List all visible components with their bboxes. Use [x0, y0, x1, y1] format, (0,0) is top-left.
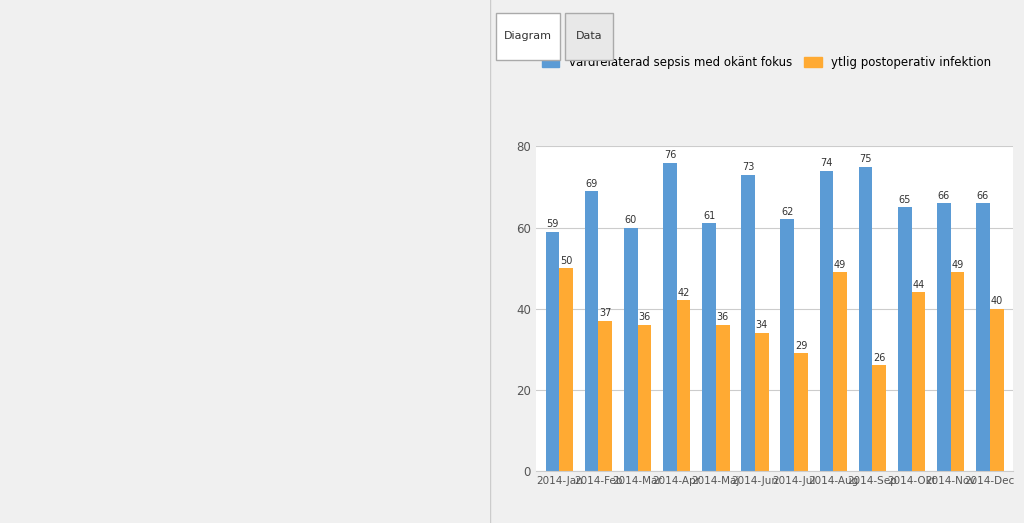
Text: 42: 42: [678, 288, 690, 298]
Text: Data: Data: [575, 31, 602, 41]
Text: 60: 60: [625, 215, 637, 225]
Bar: [598, 321, 612, 471]
Bar: [741, 175, 755, 471]
Text: 37: 37: [599, 308, 611, 319]
Text: 49: 49: [834, 259, 846, 270]
Bar: [677, 300, 690, 471]
Bar: [585, 191, 598, 471]
Text: 75: 75: [859, 154, 871, 164]
Bar: [834, 272, 847, 471]
FancyBboxPatch shape: [496, 13, 560, 60]
Text: 62: 62: [781, 207, 794, 217]
Bar: [872, 365, 886, 471]
Text: 49: 49: [951, 259, 964, 270]
Text: 44: 44: [912, 280, 925, 290]
Text: 66: 66: [938, 191, 950, 201]
Text: 73: 73: [742, 162, 755, 173]
Bar: [976, 203, 990, 471]
Text: 26: 26: [873, 353, 886, 363]
Text: 66: 66: [977, 191, 989, 201]
Bar: [559, 268, 573, 471]
Bar: [780, 220, 795, 471]
Bar: [819, 170, 834, 471]
Bar: [664, 163, 677, 471]
Text: 40: 40: [990, 296, 1002, 306]
Bar: [624, 228, 638, 471]
Bar: [859, 167, 872, 471]
Bar: [638, 325, 651, 471]
Bar: [950, 272, 965, 471]
Text: 34: 34: [756, 321, 768, 331]
Text: 76: 76: [664, 150, 676, 160]
Bar: [911, 292, 926, 471]
Bar: [755, 333, 769, 471]
Text: 61: 61: [702, 211, 715, 221]
Text: 74: 74: [820, 158, 833, 168]
Text: 50: 50: [560, 256, 572, 266]
Text: 65: 65: [898, 195, 911, 205]
FancyBboxPatch shape: [565, 13, 613, 60]
Text: 69: 69: [586, 178, 598, 189]
Text: 29: 29: [795, 340, 807, 351]
Bar: [702, 223, 716, 471]
Text: 36: 36: [717, 312, 729, 322]
Bar: [898, 207, 911, 471]
Text: 59: 59: [546, 219, 559, 229]
Bar: [937, 203, 950, 471]
Bar: [716, 325, 729, 471]
Bar: [546, 232, 559, 471]
Bar: [795, 353, 808, 471]
Legend: vårdrelaterad sepsis med okänt fokus, ytlig postoperativ infektion: vårdrelaterad sepsis med okänt fokus, yt…: [542, 55, 991, 69]
Bar: [990, 309, 1004, 471]
Text: Diagram: Diagram: [504, 31, 552, 41]
Text: 36: 36: [638, 312, 650, 322]
